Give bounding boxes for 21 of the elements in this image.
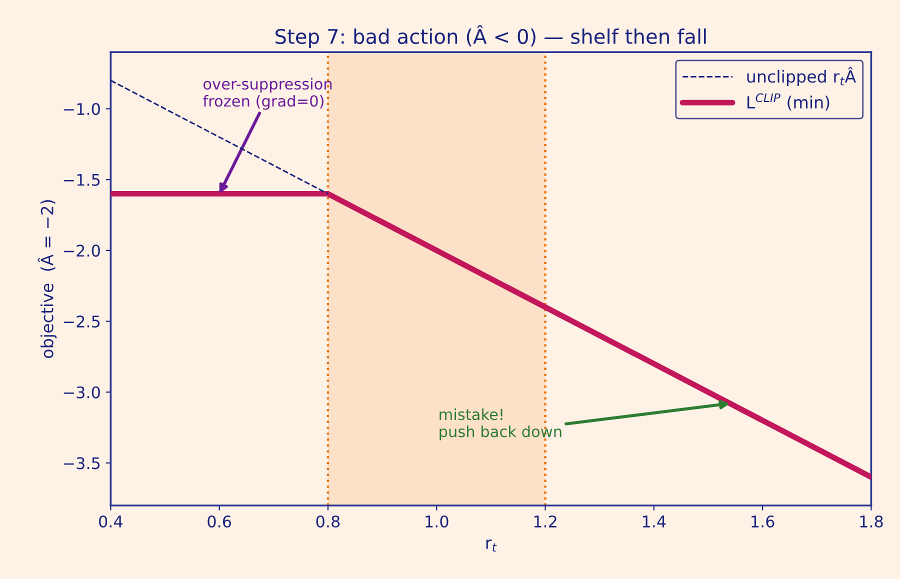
y-tick-label: −3.5 [64, 457, 100, 470]
annotation: over-suppression frozen (grad=0) [203, 78, 332, 110]
x-tick-label: 0.4 [99, 515, 123, 528]
legend-label: unclipped r$_{t}$Â [747, 67, 856, 86]
legend-label: L$^{CLIP}$ (min) [748, 93, 830, 111]
x-tick-label: 0.8 [316, 515, 340, 528]
x-tick-label: 1.2 [534, 515, 556, 528]
x-axis-title: r$_{t}$ [486, 540, 497, 552]
y-tick-label: −1.0 [64, 102, 100, 116]
chart-title: Step 7: bad action (Â < 0) — shelf then fall [276, 25, 706, 48]
annotation: mistake! push back down [440, 408, 562, 440]
x-tick-label: 1.6 [752, 515, 774, 528]
y-tick-label: −1.5 [64, 174, 100, 186]
x-tick-label: 0.6 [208, 515, 232, 528]
x-tick-label: 1.8 [860, 515, 883, 528]
y-tick-label: −2.5 [64, 316, 100, 328]
y-axis-title: objective (Â = −2) [38, 200, 57, 358]
x-tick-label: 1.0 [426, 515, 448, 528]
x-tick-label: 1.4 [642, 516, 666, 528]
y-tick-label: −2.0 [64, 244, 100, 257]
y-tick-label: −3.0 [64, 386, 100, 398]
